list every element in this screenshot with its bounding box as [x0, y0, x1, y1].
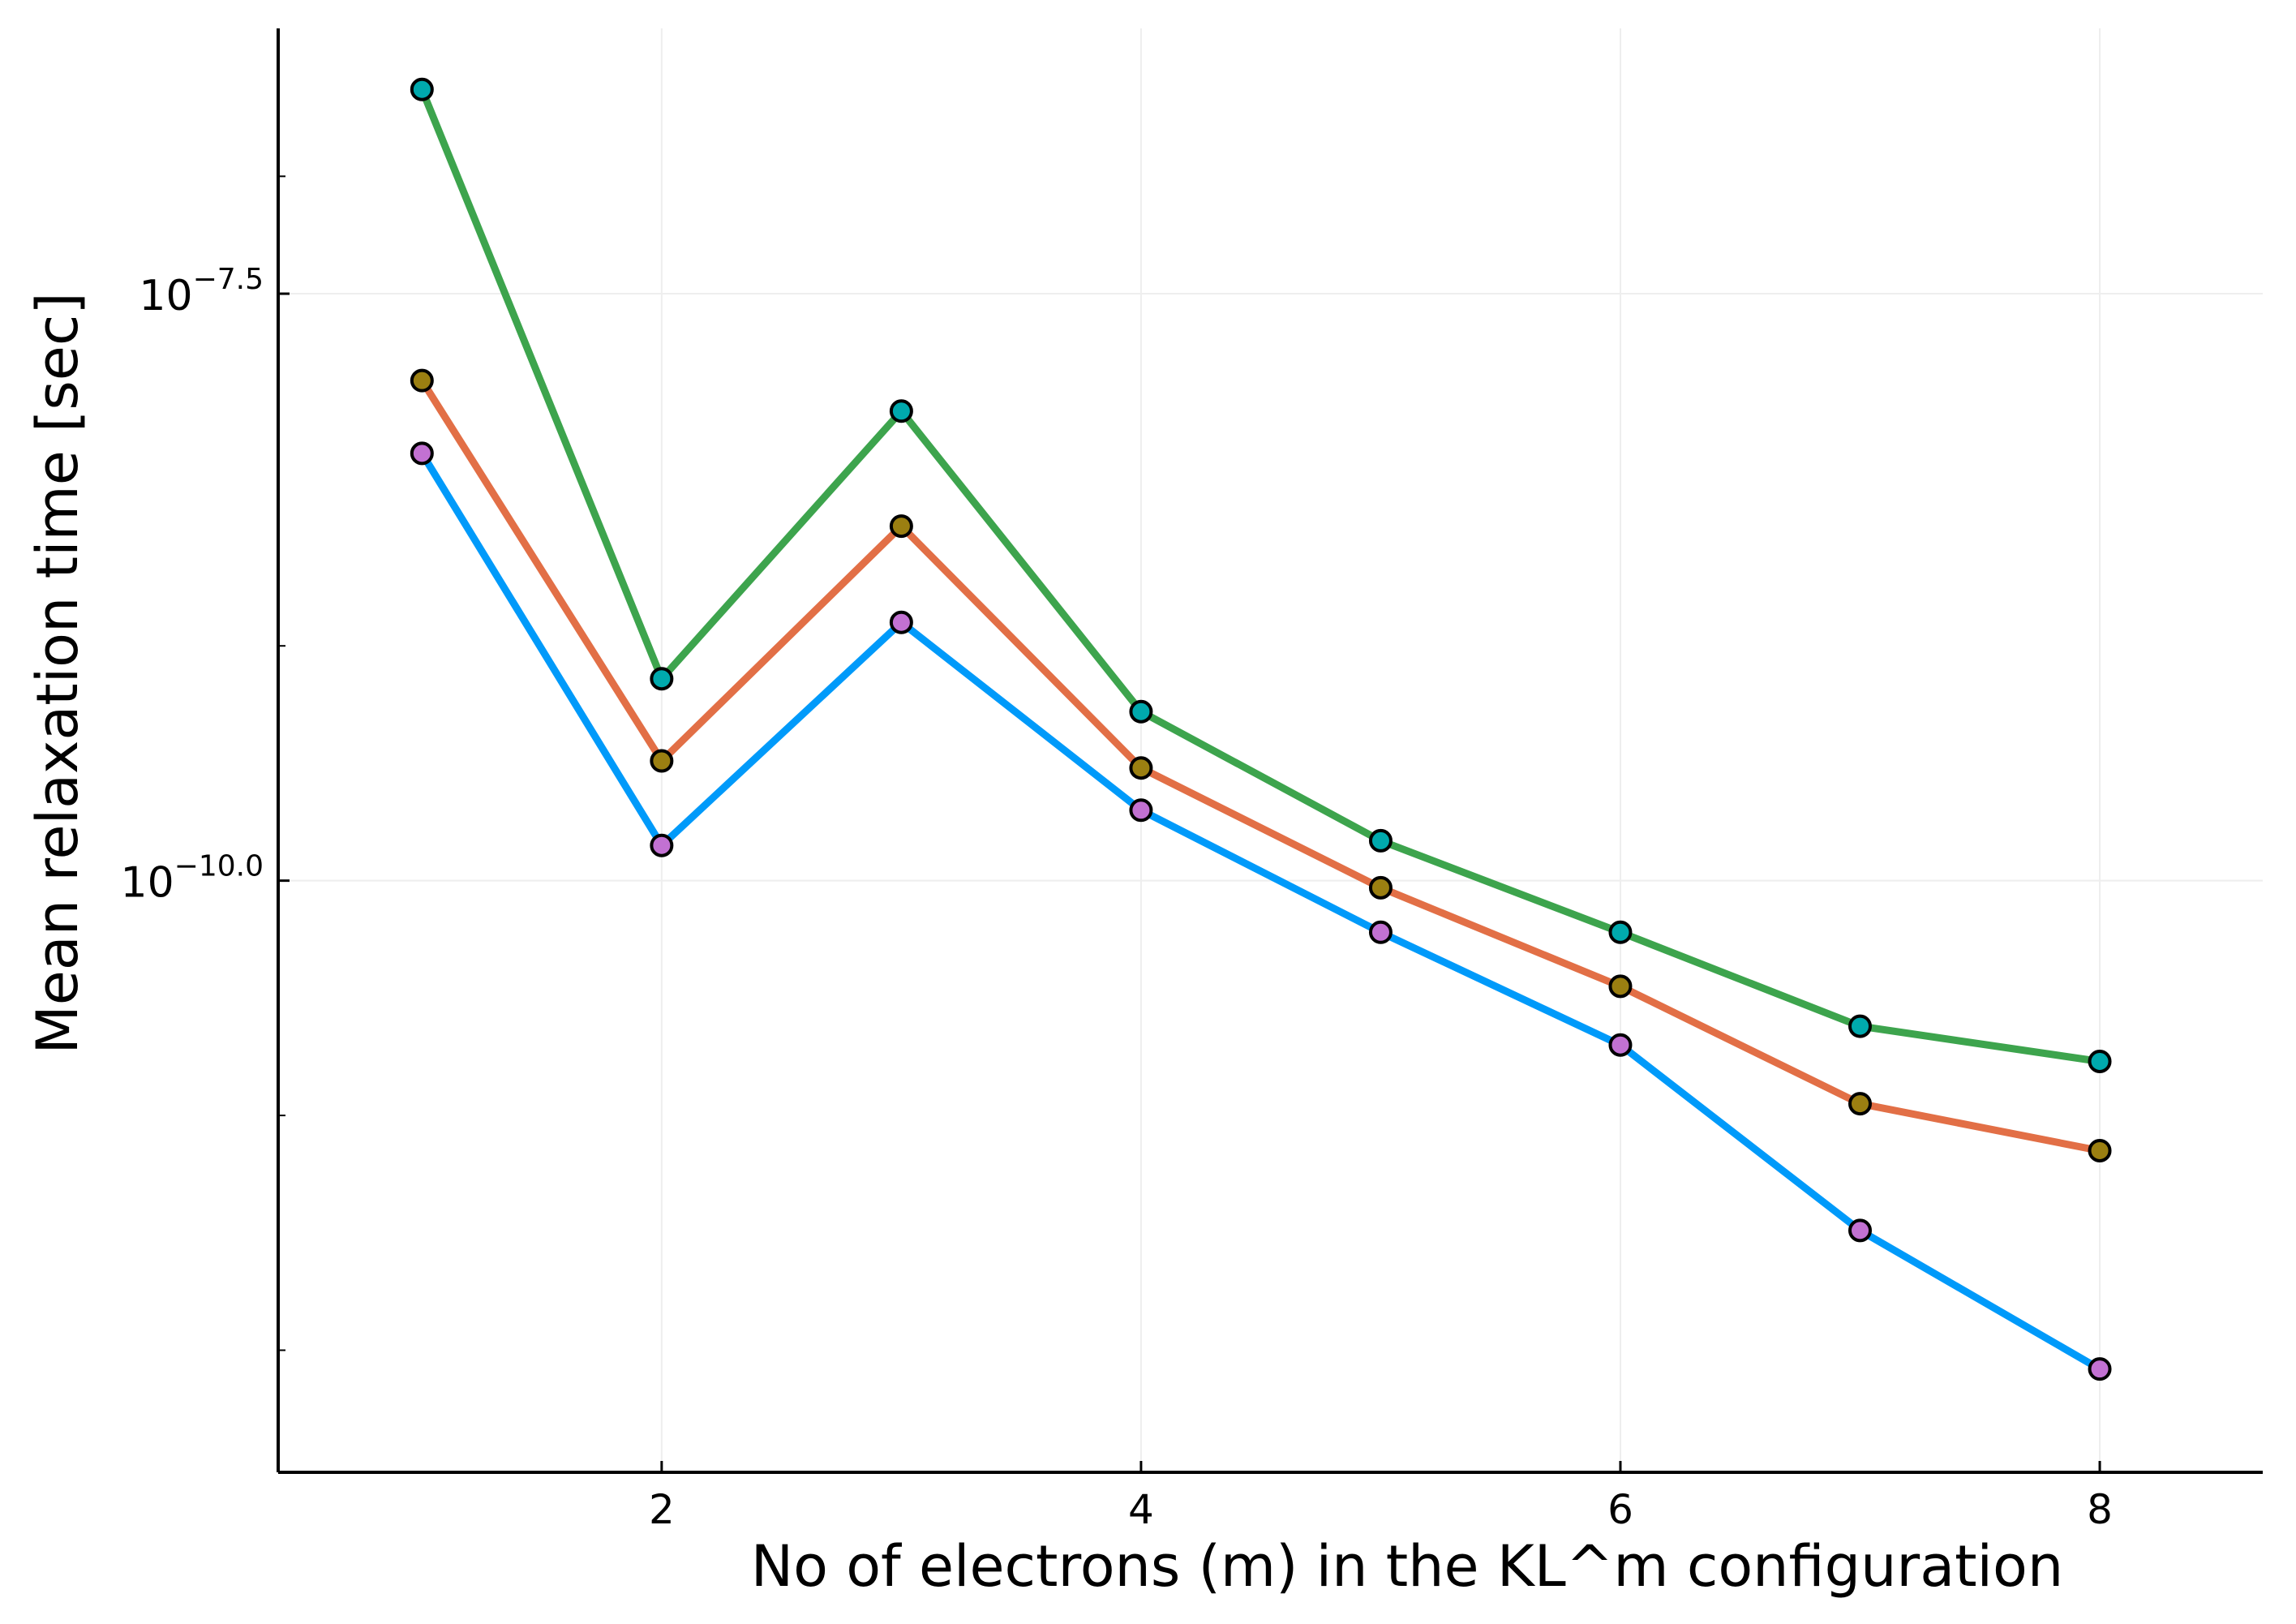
- y-tick-label: 10−10.0: [121, 850, 264, 908]
- data-point-series-2: [650, 749, 674, 773]
- x-tick-label: 6: [1607, 1486, 1633, 1533]
- data-point-series-2: [1129, 756, 1153, 780]
- data-point-series-1: [889, 610, 913, 634]
- axes: [277, 28, 2263, 1474]
- series-line-1: [418, 449, 2104, 1373]
- data-point-series-1: [650, 833, 674, 857]
- x-tick-label: 2: [649, 1486, 675, 1533]
- x-axis-title: No of electrons (m) in the KL^m configur…: [751, 1533, 2063, 1600]
- series-lines: [418, 85, 2104, 1373]
- data-point-series-1: [1129, 798, 1153, 823]
- y-tick-label: 10−7.5: [139, 263, 264, 320]
- data-point-series-1: [1368, 920, 1393, 944]
- data-point-series-3: [1608, 920, 1633, 944]
- data-point-series-3: [1368, 828, 1393, 853]
- y-axis-title: Mean relaxation time [sec]: [24, 292, 91, 1054]
- data-point-series-1: [2088, 1357, 2112, 1381]
- series-markers: [410, 77, 2112, 1381]
- data-point-series-3: [410, 77, 434, 101]
- x-tick-label: 8: [2087, 1486, 2113, 1533]
- data-point-series-3: [1848, 1014, 1873, 1038]
- data-point-series-2: [2088, 1138, 2112, 1162]
- data-point-series-1: [410, 441, 434, 466]
- data-point-series-3: [2088, 1049, 2112, 1073]
- data-point-series-3: [650, 667, 674, 691]
- data-point-series-2: [889, 514, 913, 539]
- data-point-series-3: [1129, 699, 1153, 724]
- tick-labels: 2 4 6 8 10−7.5 10−10.0: [121, 263, 2113, 1533]
- series-line-3: [418, 85, 2104, 1065]
- grid: [278, 28, 2263, 1472]
- data-point-series-2: [1848, 1092, 1873, 1116]
- series-line-2: [418, 376, 2104, 1154]
- data-point-series-2: [1608, 974, 1633, 999]
- x-tick-label: 4: [1128, 1486, 1154, 1533]
- data-point-series-1: [1608, 1033, 1633, 1057]
- data-point-series-2: [1368, 875, 1393, 900]
- data-point-series-2: [410, 368, 434, 393]
- data-point-series-1: [1848, 1218, 1873, 1243]
- data-point-series-3: [889, 399, 913, 423]
